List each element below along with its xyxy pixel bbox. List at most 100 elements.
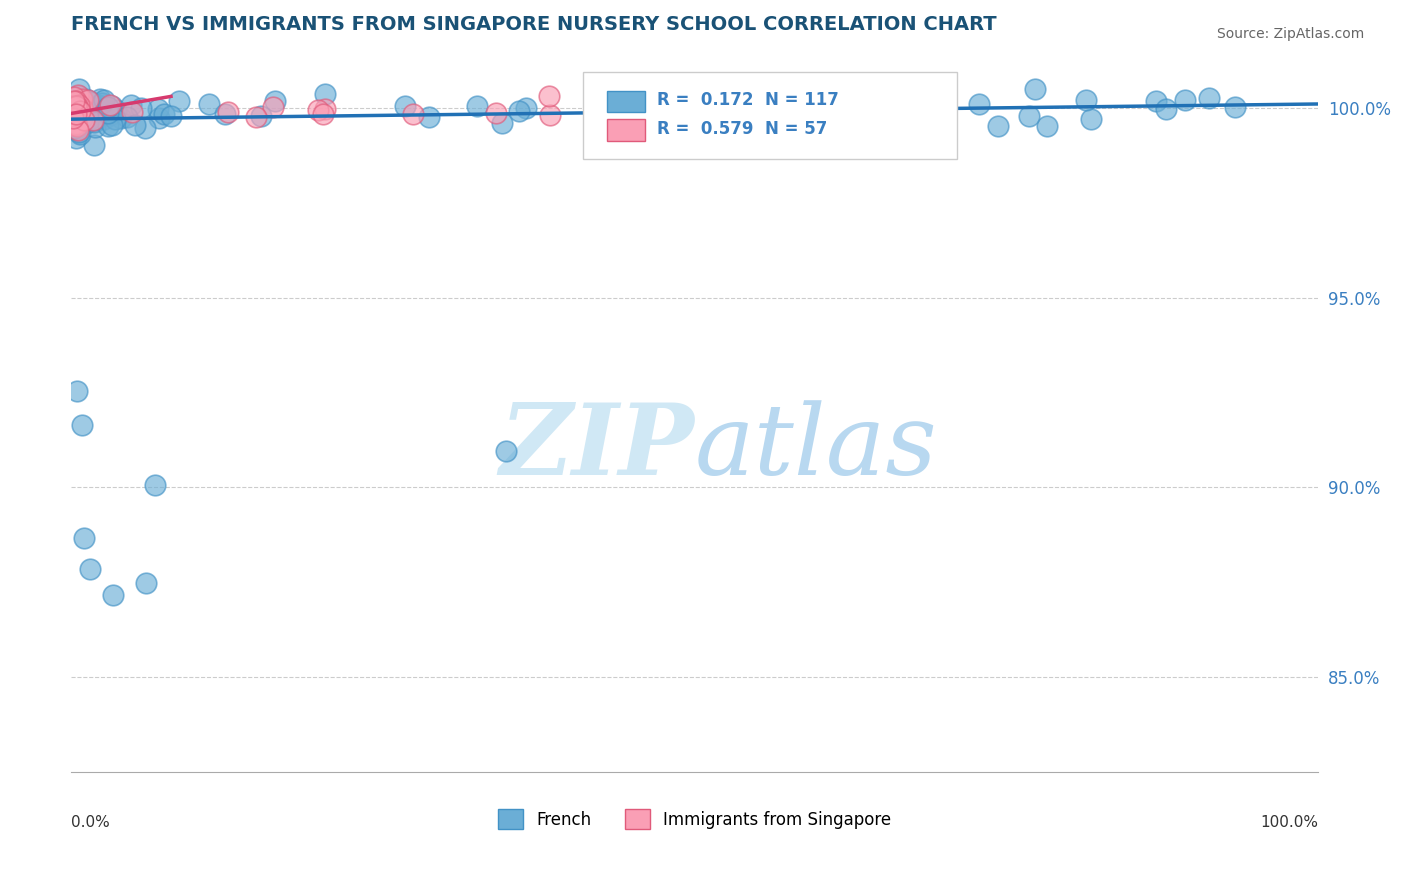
Point xyxy=(62,104,84,119)
Text: Source: ZipAtlas.com: Source: ZipAtlas.com xyxy=(1216,27,1364,41)
Point xyxy=(876,95,898,110)
Point xyxy=(60,106,83,120)
Point xyxy=(73,112,96,127)
Point xyxy=(62,113,84,128)
Point xyxy=(515,101,537,115)
Point xyxy=(97,100,120,114)
Point xyxy=(72,531,94,545)
Point xyxy=(787,103,810,118)
Point xyxy=(63,106,86,120)
Point xyxy=(100,118,122,132)
Point xyxy=(62,101,84,115)
Point xyxy=(72,417,94,432)
Point xyxy=(60,112,83,127)
Point xyxy=(67,103,90,117)
Point xyxy=(83,112,105,127)
Point xyxy=(63,111,86,125)
Point xyxy=(65,108,87,122)
Point xyxy=(63,115,86,129)
Point xyxy=(63,90,86,104)
Point xyxy=(62,120,84,134)
Point xyxy=(65,106,87,120)
Point xyxy=(860,89,883,103)
Point xyxy=(63,94,86,108)
Point xyxy=(148,102,170,116)
Point xyxy=(62,93,84,107)
Point xyxy=(725,96,748,111)
Point xyxy=(1074,93,1097,107)
Point xyxy=(93,93,115,107)
Point xyxy=(70,101,93,115)
Point xyxy=(98,98,121,112)
Point xyxy=(169,94,191,108)
Point xyxy=(66,104,89,119)
Point xyxy=(628,95,651,109)
Point xyxy=(83,115,105,129)
Point xyxy=(682,108,704,122)
Point xyxy=(104,103,127,117)
Point xyxy=(79,562,101,576)
Point xyxy=(70,103,93,117)
Point xyxy=(66,96,89,111)
Point xyxy=(62,118,84,132)
Point xyxy=(63,121,86,136)
Point xyxy=(75,116,97,130)
Point xyxy=(62,115,84,129)
Bar xyxy=(607,90,645,112)
Text: 0.0%: 0.0% xyxy=(72,815,110,830)
Point xyxy=(402,107,425,121)
Point xyxy=(75,92,97,106)
Point xyxy=(66,384,89,398)
Point xyxy=(63,119,86,133)
Point xyxy=(418,111,440,125)
Point xyxy=(70,92,93,106)
Point xyxy=(72,113,94,128)
Text: FRENCH VS IMMIGRANTS FROM SINGAPORE NURSERY SCHOOL CORRELATION CHART: FRENCH VS IMMIGRANTS FROM SINGAPORE NURS… xyxy=(72,15,997,34)
Point xyxy=(80,101,103,115)
Point xyxy=(1036,120,1059,134)
Point xyxy=(79,112,101,127)
Point xyxy=(67,105,90,120)
Point xyxy=(82,113,104,128)
Point xyxy=(66,103,89,117)
Point xyxy=(1154,102,1177,116)
Point xyxy=(65,94,87,108)
Bar xyxy=(607,120,645,141)
Point xyxy=(65,119,87,133)
Point xyxy=(262,100,284,114)
Point xyxy=(60,103,83,117)
Point xyxy=(69,107,91,121)
Point xyxy=(609,116,631,130)
Point xyxy=(264,94,287,108)
Point xyxy=(148,112,170,126)
Point xyxy=(1174,93,1197,107)
Point xyxy=(65,131,87,145)
Point xyxy=(65,117,87,131)
Point xyxy=(63,98,86,112)
Point xyxy=(307,103,329,118)
Point xyxy=(69,118,91,132)
Point xyxy=(90,96,112,111)
Point xyxy=(394,98,416,112)
Point xyxy=(63,120,86,134)
Point xyxy=(495,444,517,458)
Point xyxy=(1024,82,1046,96)
Point xyxy=(741,116,763,130)
Point xyxy=(312,107,335,121)
Point xyxy=(62,107,84,121)
Text: atlas: atlas xyxy=(695,400,938,495)
Point xyxy=(69,125,91,139)
Point xyxy=(538,89,561,103)
Point xyxy=(104,112,127,126)
Point xyxy=(117,110,139,124)
Point xyxy=(987,119,1010,133)
Point xyxy=(70,111,93,125)
Point xyxy=(97,119,120,133)
Point xyxy=(83,120,105,135)
Point xyxy=(98,108,121,122)
Point xyxy=(152,107,174,121)
Point xyxy=(65,112,87,126)
Point xyxy=(69,104,91,119)
Point xyxy=(62,100,84,114)
Point xyxy=(63,94,86,108)
